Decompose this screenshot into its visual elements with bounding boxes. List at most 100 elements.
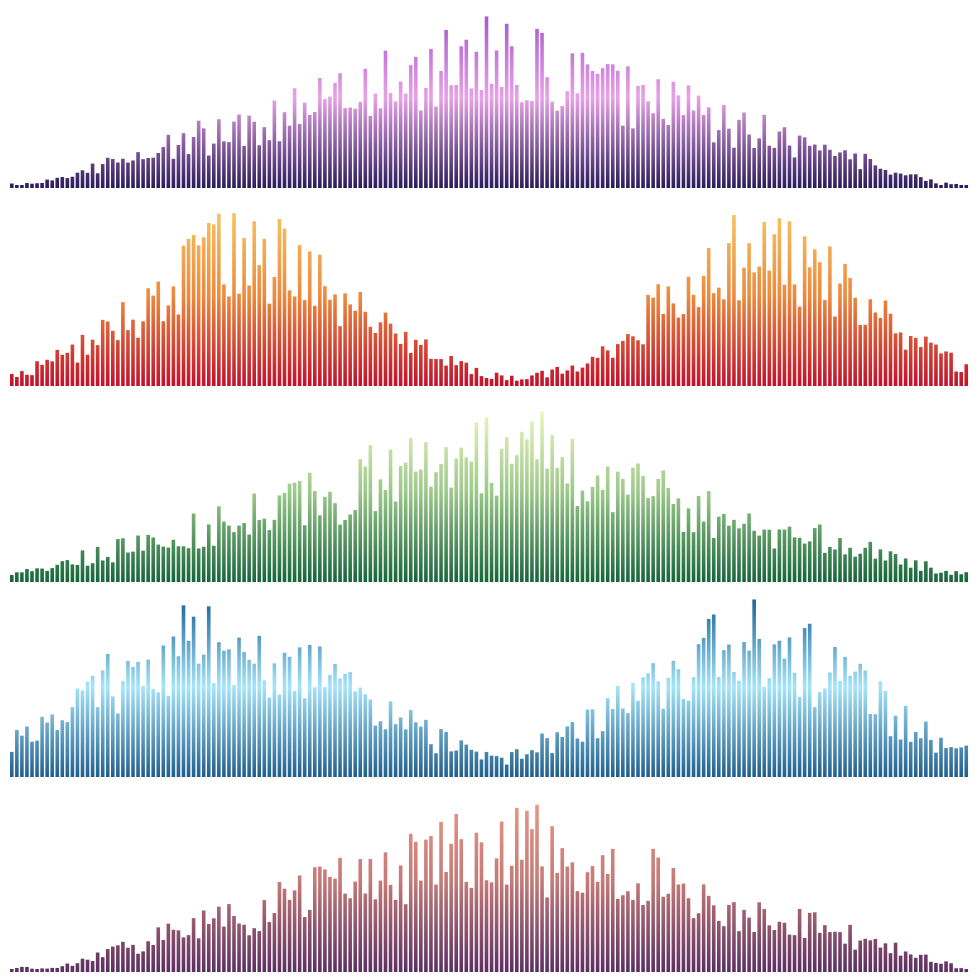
bar (828, 672, 832, 777)
bar (838, 932, 842, 972)
bar (136, 337, 140, 386)
bar (752, 599, 756, 777)
bar (439, 359, 443, 386)
bar (85, 681, 90, 777)
bar (661, 896, 666, 972)
bar (459, 839, 464, 972)
bar (111, 946, 115, 972)
bar (919, 570, 923, 582)
bar (302, 917, 307, 972)
bar (45, 968, 49, 972)
bar (691, 532, 696, 582)
bar (913, 560, 918, 582)
bar (212, 918, 216, 972)
bar (706, 107, 711, 188)
bar (292, 482, 297, 582)
bar (116, 340, 120, 386)
bar (515, 380, 519, 386)
bar (15, 572, 19, 582)
bar (343, 893, 347, 972)
bar (863, 938, 868, 972)
bar (161, 939, 166, 972)
bar (267, 697, 272, 777)
bar (515, 84, 519, 188)
bar (535, 459, 539, 582)
bar (272, 100, 277, 188)
bar (540, 733, 544, 777)
bar (499, 448, 504, 582)
bar (833, 155, 837, 188)
bar (146, 534, 150, 582)
bar (434, 753, 438, 777)
bar (45, 570, 49, 582)
bar (964, 745, 969, 777)
bar (100, 319, 105, 386)
bar (631, 128, 635, 188)
bar (171, 539, 176, 582)
bar (959, 372, 963, 386)
bar (626, 713, 630, 777)
bar (282, 652, 287, 777)
bar (201, 237, 206, 386)
bar (949, 747, 953, 777)
bar (444, 365, 448, 386)
bar (691, 918, 696, 972)
bar (429, 358, 433, 386)
bar (757, 902, 761, 972)
bar (757, 535, 761, 582)
bar (151, 537, 155, 582)
bar (954, 571, 958, 582)
bar (307, 472, 312, 582)
bar (752, 147, 756, 188)
bar (15, 730, 19, 777)
bar (737, 119, 741, 188)
bar (116, 713, 120, 777)
bar (434, 359, 438, 386)
bar (732, 902, 736, 972)
bar (742, 267, 746, 386)
bar (959, 747, 963, 777)
bar (873, 558, 878, 582)
bar (570, 862, 575, 972)
bar (717, 676, 721, 777)
bar (201, 128, 206, 188)
bar (823, 144, 827, 188)
bar (166, 134, 171, 188)
bar (383, 490, 388, 582)
bar (570, 365, 575, 386)
bar (368, 859, 373, 972)
bar (80, 550, 85, 582)
bar (50, 180, 54, 188)
bar (530, 375, 534, 386)
bar (499, 821, 504, 972)
bar (398, 717, 403, 777)
bar (919, 954, 923, 972)
bar (873, 165, 878, 188)
bar (35, 969, 39, 972)
bar (797, 908, 802, 972)
bar (908, 741, 913, 777)
bar (853, 153, 857, 188)
bar (444, 871, 448, 972)
bar (121, 681, 125, 777)
bar (424, 442, 428, 582)
bar (676, 884, 681, 972)
bar (10, 968, 14, 972)
bar (509, 375, 514, 386)
bar (767, 925, 772, 972)
bar (636, 463, 640, 582)
bar (247, 659, 251, 777)
bar (469, 374, 474, 386)
bar (398, 466, 403, 582)
bar (545, 77, 549, 188)
bar (792, 284, 797, 386)
bar (954, 183, 958, 188)
bar (605, 64, 610, 188)
bar (388, 449, 393, 582)
bar (641, 677, 645, 777)
bar (595, 357, 600, 386)
bar (727, 128, 731, 188)
bar (565, 483, 570, 582)
bar (595, 738, 600, 777)
bar (126, 660, 130, 777)
